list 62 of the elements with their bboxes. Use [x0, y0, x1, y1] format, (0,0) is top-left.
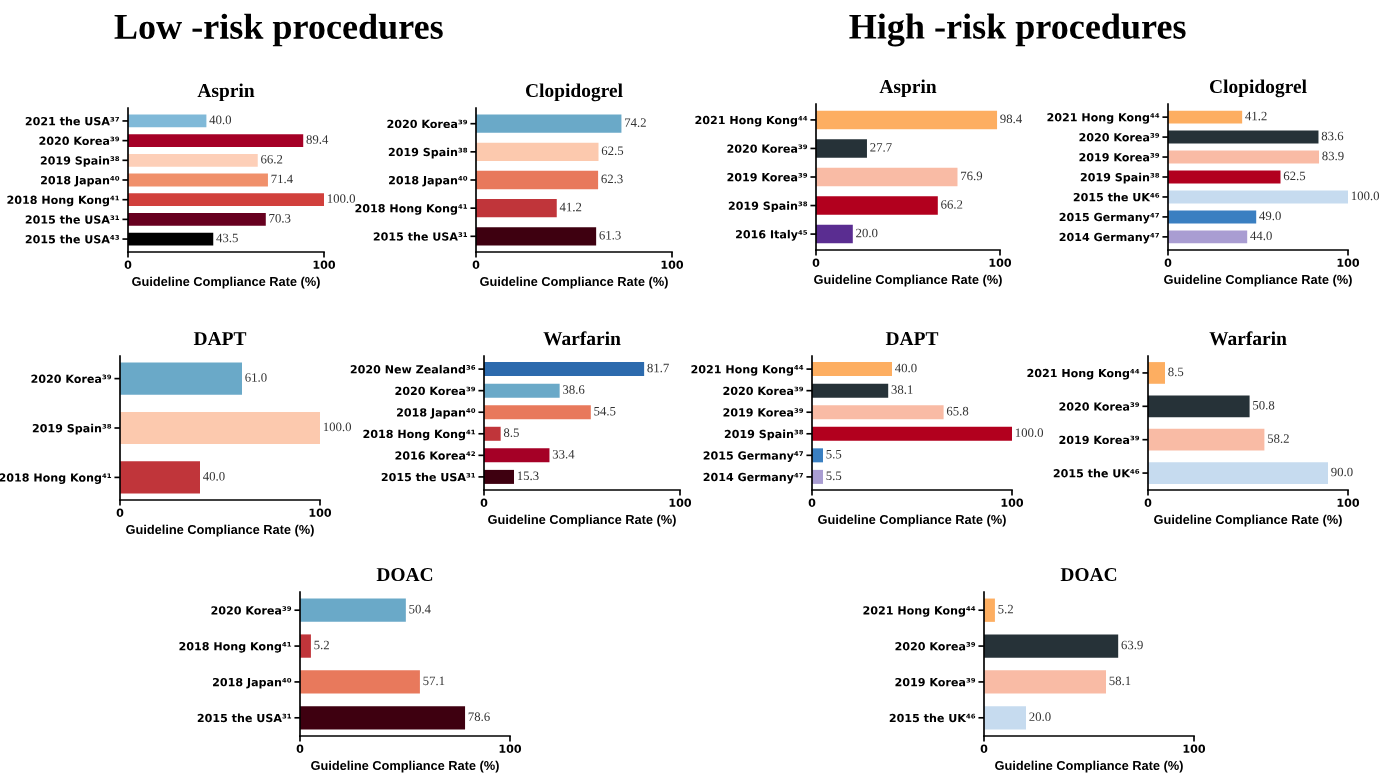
bar: [484, 362, 645, 377]
bar: [120, 411, 320, 445]
bar: [984, 670, 1107, 694]
text: Low -risk procedures: [114, 13, 443, 47]
bar: [1168, 130, 1319, 144]
bar: [484, 426, 501, 441]
bar: [816, 167, 958, 187]
bar: [812, 426, 1012, 441]
chart-title: Clopidogrel: [525, 83, 623, 102]
bar: [1168, 110, 1243, 124]
chart-title: DOAC: [1060, 568, 1117, 582]
bar: [128, 193, 324, 207]
bar: [476, 114, 622, 133]
bar: [120, 461, 200, 494]
text: High -risk procedures: [849, 13, 1186, 47]
bar: [984, 598, 995, 622]
bar: [476, 142, 599, 161]
bar: [300, 706, 466, 730]
bar: [1148, 395, 1250, 418]
bar: [300, 634, 311, 658]
bar: [1148, 362, 1165, 384]
bar: [476, 170, 599, 190]
bar: [1148, 462, 1328, 484]
bar: [128, 114, 207, 128]
bar: [984, 706, 1026, 730]
bar: [1168, 150, 1320, 164]
bar: [816, 110, 998, 130]
chart-title: DOAC: [376, 568, 433, 582]
bar: [128, 153, 258, 167]
chart-title: DAPT: [885, 332, 939, 345]
bar: [1168, 190, 1348, 204]
bar: [128, 212, 266, 226]
bar: [484, 405, 591, 420]
bar: [812, 405, 944, 420]
bar: [476, 227, 597, 246]
bar: [484, 469, 514, 484]
chart-title: Asprin: [197, 83, 255, 102]
bar: [816, 224, 853, 244]
bar: [1168, 210, 1257, 224]
bar: [816, 196, 938, 215]
bar: [816, 139, 867, 158]
bar: [300, 670, 420, 694]
bar: [812, 469, 823, 484]
bar: [300, 598, 406, 622]
bar: [812, 383, 889, 398]
bar: [812, 448, 823, 463]
bar: [1168, 170, 1281, 184]
bar: [484, 448, 550, 463]
bar: [476, 199, 557, 218]
chart-title: Asprin: [879, 79, 937, 98]
bar: [1148, 428, 1265, 451]
chart-title: DAPT: [193, 332, 247, 345]
bar: [984, 634, 1119, 658]
chart-title: Warfarin: [1209, 331, 1287, 346]
chart-title: Warfarin: [543, 331, 621, 346]
bar: [484, 383, 560, 398]
bar: [128, 134, 304, 148]
chart-title: Clopidogrel: [1209, 79, 1307, 98]
bar: [120, 362, 242, 395]
bar: [812, 362, 892, 377]
bar: [1168, 230, 1248, 244]
bar: [128, 173, 268, 187]
